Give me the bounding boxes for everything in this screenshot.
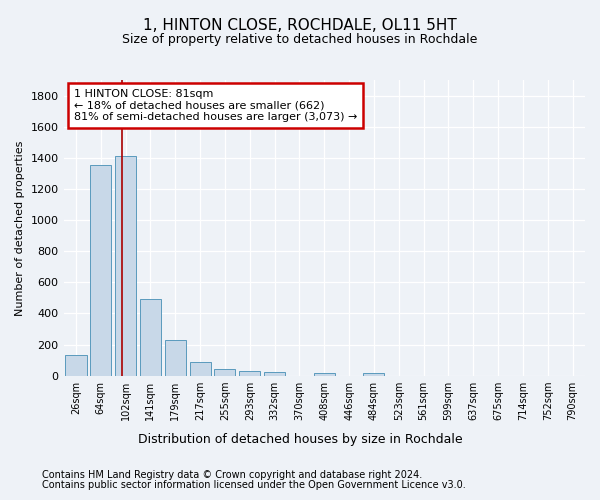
Bar <box>364 372 385 376</box>
Bar <box>90 165 112 376</box>
Bar <box>190 362 211 376</box>
Text: Contains HM Land Registry data © Crown copyright and database right 2024.: Contains HM Land Registry data © Crown c… <box>42 470 422 480</box>
Text: Contains public sector information licensed under the Open Government Licence v3: Contains public sector information licen… <box>42 480 466 490</box>
Text: Distribution of detached houses by size in Rochdale: Distribution of detached houses by size … <box>137 432 463 446</box>
Text: 1, HINTON CLOSE, ROCHDALE, OL11 5HT: 1, HINTON CLOSE, ROCHDALE, OL11 5HT <box>143 18 457 32</box>
Text: Size of property relative to detached houses in Rochdale: Size of property relative to detached ho… <box>122 32 478 46</box>
Bar <box>314 372 335 376</box>
Bar <box>65 354 86 376</box>
Bar <box>115 156 136 376</box>
Y-axis label: Number of detached properties: Number of detached properties <box>15 140 25 316</box>
Bar <box>264 372 285 376</box>
Bar <box>239 372 260 376</box>
Bar <box>214 368 235 376</box>
Bar <box>165 340 186 376</box>
Bar <box>140 300 161 376</box>
Text: 1 HINTON CLOSE: 81sqm
← 18% of detached houses are smaller (662)
81% of semi-det: 1 HINTON CLOSE: 81sqm ← 18% of detached … <box>74 89 358 122</box>
